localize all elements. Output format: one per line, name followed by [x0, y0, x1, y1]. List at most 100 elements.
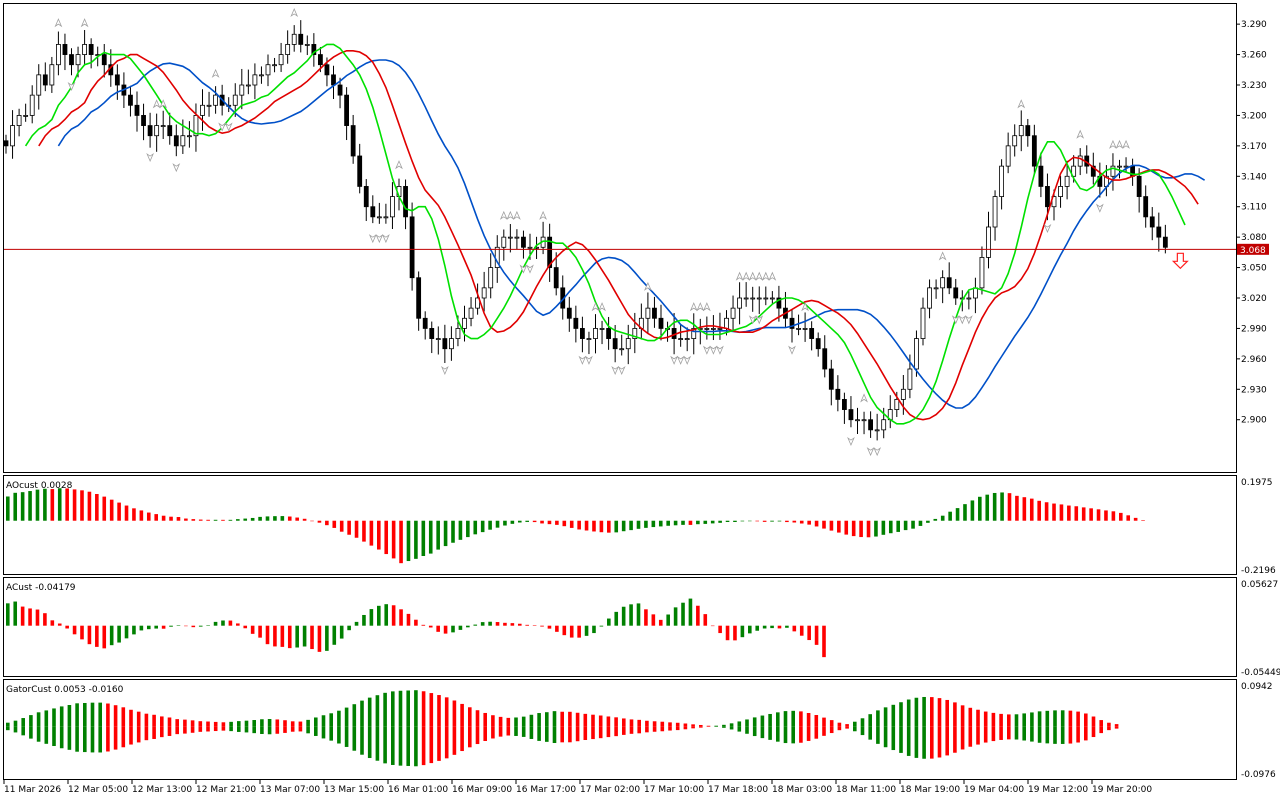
candle	[927, 287, 932, 309]
ao-bar	[132, 508, 136, 521]
gator-upper-bar	[799, 711, 803, 727]
ao-bar	[391, 520, 396, 559]
candle	[973, 287, 978, 299]
ao-bar	[1089, 508, 1093, 521]
candle	[311, 44, 317, 55]
candle	[625, 338, 631, 350]
gator-lower-bar	[591, 726, 595, 740]
gator-lower-bar	[121, 726, 126, 748]
gator-lower-bar	[98, 726, 102, 753]
gator-upper-bar	[75, 703, 79, 727]
x-tick-label: 19 Mar 20:00	[1092, 785, 1152, 795]
gator-lower-bar	[622, 726, 626, 735]
candle	[42, 74, 48, 86]
candle	[828, 368, 834, 390]
ao-bar	[414, 520, 418, 559]
ac-bar	[28, 608, 32, 626]
ac-bar	[748, 625, 752, 634]
ac-bar	[525, 624, 529, 626]
ac-bar	[362, 614, 366, 626]
ac-bar	[540, 625, 544, 627]
gator-upper-bar	[783, 711, 788, 727]
gator-upper-bar	[106, 703, 110, 727]
candle	[776, 297, 782, 309]
gator-upper-bar	[90, 702, 95, 727]
candle	[632, 328, 638, 339]
gator-lower-bar	[899, 726, 903, 753]
ao-bar	[1119, 512, 1123, 521]
ao-panel-frame[interactable]	[3, 475, 1237, 575]
ao-bar	[733, 520, 737, 522]
gator-lower-bar	[575, 726, 580, 742]
gator-lower-bar	[714, 726, 718, 727]
y-tick-label: 3.170	[1241, 142, 1267, 152]
gator-upper-bar	[999, 713, 1003, 727]
ao-bar	[20, 492, 25, 521]
gator-lower-bar	[560, 726, 564, 743]
gator-upper-bar	[876, 710, 880, 727]
gator-lower-bar	[36, 726, 41, 742]
ao-bar	[369, 520, 374, 546]
ao-bar	[866, 520, 871, 538]
fractal-down-marker	[172, 163, 181, 173]
ac-panel-frame[interactable]	[3, 577, 1237, 677]
ao-bar	[473, 520, 478, 535]
gator-upper-bar	[814, 715, 819, 727]
ac-bar	[814, 625, 819, 645]
gator-upper-bar	[29, 715, 33, 727]
gator-lower-bar	[1037, 726, 1042, 743]
ao-max-label: 0.1975	[1241, 478, 1273, 488]
fractal-up-marker	[1109, 139, 1117, 149]
ac-bar	[562, 625, 567, 636]
gator-lower-bar	[267, 726, 272, 735]
y-tick-label: 2.930	[1241, 385, 1267, 395]
ao-bar	[1141, 520, 1145, 521]
candle	[619, 348, 625, 351]
ac-bar	[221, 620, 225, 626]
fractal-up-marker	[80, 18, 89, 28]
gator-lower-bar	[475, 726, 480, 745]
candle	[403, 186, 408, 218]
x-tick-label: 11 Mar 2026	[4, 785, 61, 795]
ao-bar	[577, 520, 581, 530]
gator-upper-bar	[752, 717, 757, 727]
candle	[10, 125, 15, 147]
ao-bar	[384, 520, 389, 555]
ao-bar	[911, 520, 915, 529]
candle	[167, 125, 173, 137]
candle	[363, 186, 369, 208]
gator-upper-bar	[652, 721, 657, 727]
ao-bar	[117, 502, 121, 521]
ac-bar	[161, 625, 166, 629]
ac-bar	[592, 625, 596, 634]
y-tick-label: 3.290	[1241, 20, 1267, 30]
ao-bar	[495, 520, 500, 528]
fractal-up-marker	[152, 99, 161, 109]
ao-bar	[35, 489, 40, 521]
fractal-down-marker	[873, 447, 882, 457]
gator-lower-bar	[837, 726, 842, 731]
fractal-up-marker	[761, 271, 770, 281]
candle	[1117, 165, 1122, 168]
ao-bar	[362, 520, 366, 542]
gator-upper-bar	[1068, 710, 1073, 727]
gator-lower-bar	[198, 726, 203, 732]
gator-upper-bar	[883, 707, 888, 727]
gator-panel-frame[interactable]	[3, 679, 1237, 780]
ac-bar	[703, 614, 708, 626]
gator-upper-bar	[660, 721, 665, 727]
ao-bar	[339, 520, 344, 532]
gator-upper-bar	[344, 707, 349, 727]
gator-lower-bar	[937, 726, 942, 758]
main-panel-frame[interactable]	[3, 3, 1237, 473]
x-tick-label: 19 Mar 12:00	[1028, 785, 1088, 795]
candle	[907, 368, 913, 390]
gator-lower-bar	[221, 726, 226, 731]
candle	[285, 44, 291, 55]
candle	[684, 338, 690, 340]
ao-bar	[592, 520, 596, 532]
gator-upper-bar	[183, 719, 187, 727]
ao-bar	[399, 520, 403, 564]
